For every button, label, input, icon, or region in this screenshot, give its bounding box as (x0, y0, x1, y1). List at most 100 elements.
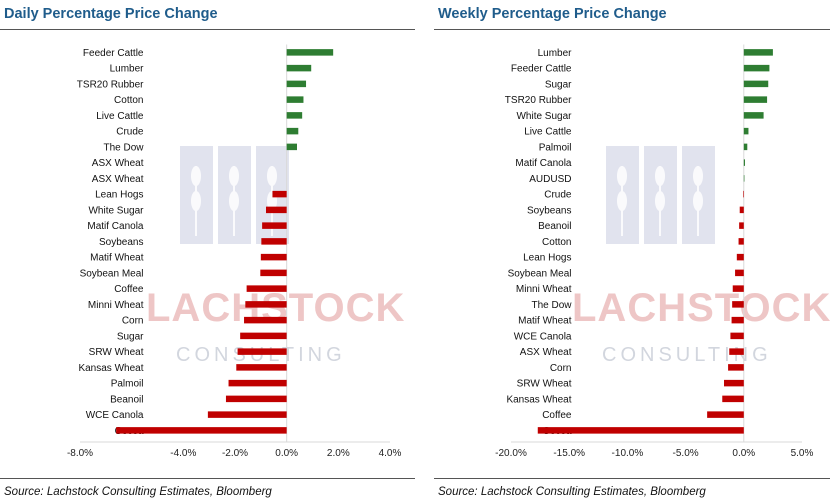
daily-category-label: Kansas Wheat (78, 363, 143, 374)
weekly-bar (743, 49, 773, 56)
weekly-bar (743, 64, 770, 72)
daily-category-label: Lean Hogs (95, 190, 143, 201)
weekly-bar (735, 269, 744, 277)
daily-category-label: Minni Wheat (88, 300, 144, 311)
weekly-bar (732, 301, 744, 308)
weekly-bar (537, 427, 744, 434)
daily-category-label: TSR20 Rubber (77, 79, 144, 90)
weekly-category-label: Sugar (545, 79, 572, 90)
weekly-bar (743, 112, 764, 119)
weekly-bar (707, 411, 744, 418)
daily-category-label: WCE Canola (86, 410, 144, 421)
weekly-category-label: Soybeans (527, 205, 571, 216)
weekly-source-note: Source: Lachstock Consulting Estimates, … (438, 486, 706, 498)
daily-category-label: Sugar (117, 331, 144, 342)
daily-bar (286, 49, 334, 56)
weekly-bar (743, 96, 768, 103)
daily-tick-label: 0.0% (275, 448, 298, 459)
daily-bar (266, 206, 287, 214)
daily-bar (286, 80, 307, 88)
daily-category-label: ASX Wheat (92, 174, 144, 185)
weekly-tick-label: 0.0% (732, 448, 755, 459)
daily-category-label: Matif Canola (87, 221, 144, 232)
weekly-category-label: Palmoil (539, 142, 572, 153)
weekly-category-label: Soybean Meal (508, 268, 572, 279)
daily-tick-label: -8.0% (67, 448, 93, 459)
daily-tick-label: -4.0% (170, 448, 196, 459)
daily-bar (286, 143, 297, 151)
daily-bar (237, 348, 287, 355)
daily-bar (272, 190, 287, 198)
weekly-bar (732, 285, 744, 292)
weekly-bar (738, 238, 744, 245)
daily-category-label: Lumber (110, 64, 145, 75)
weekly-category-label: WCE Canola (514, 331, 572, 342)
daily-bar (246, 285, 287, 292)
weekly-tick-label: -20.0% (495, 448, 527, 459)
weekly-bar (743, 143, 748, 151)
weekly-tick-label: -5.0% (673, 448, 699, 459)
weekly-category-label: Minni Wheat (516, 284, 572, 295)
daily-category-label: Palmoil (111, 379, 144, 390)
weekly-bar (729, 348, 744, 355)
daily-category-label: Cotton (114, 95, 143, 106)
daily-category-label: Coffee (114, 284, 144, 295)
weekly-tick-label: -15.0% (553, 448, 585, 459)
daily-category-label: Beanoil (110, 394, 143, 405)
weekly-bar (743, 175, 745, 182)
daily-chart-title: Daily Percentage Price Change (4, 6, 218, 22)
daily-bar (286, 96, 304, 103)
daily-bar (261, 238, 287, 245)
weekly-bar (743, 127, 749, 135)
daily-source-note: Source: Lachstock Consulting Estimates, … (4, 486, 272, 498)
weekly-category-label: Coffee (542, 410, 572, 421)
weekly-category-label: Cotton (542, 237, 571, 248)
weekly-category-label: The Dow (531, 300, 572, 311)
daily-category-label: Live Cattle (96, 111, 144, 122)
weekly-chart-panel: Weekly Percentage Price Change LACHSTOCK… (434, 0, 830, 502)
weekly-bar (739, 206, 744, 214)
daily-category-label: Feeder Cattle (83, 48, 144, 59)
daily-bar-chart: Feeder Cattle Lumber TSR20 Rubber Cotton Liv… (67, 44, 402, 459)
daily-bar (228, 379, 287, 387)
weekly-bar (730, 332, 744, 340)
weekly-bar (736, 253, 744, 261)
weekly-bar (731, 316, 744, 324)
daily-bar (116, 427, 287, 434)
weekly-category-label: White Sugar (516, 111, 572, 122)
daily-bar (244, 316, 287, 324)
daily-category-label: Matif Wheat (90, 253, 144, 264)
weekly-category-label: Lumber (538, 48, 573, 59)
weekly-category-label: Live Cattle (524, 127, 572, 138)
weekly-category-label: TSR20 Rubber (505, 95, 572, 106)
daily-tick-label: -2.0% (222, 448, 248, 459)
weekly-category-label: Beanoil (538, 221, 571, 232)
daily-bar (207, 411, 287, 418)
daily-category-label: Soybeans (99, 237, 143, 248)
daily-category-label: Soybean Meal (80, 268, 144, 279)
weekly-tick-label: -10.0% (612, 448, 644, 459)
daily-category-label: The Dow (103, 142, 144, 153)
weekly-category-label: Feeder Cattle (511, 64, 572, 75)
weekly-bar (743, 159, 745, 166)
weekly-source-divider (434, 478, 830, 479)
daily-tick-label: 4.0% (379, 448, 402, 459)
weekly-bar (722, 395, 744, 403)
weekly-category-label: AUDUSD (529, 174, 571, 185)
weekly-category-label: ASX Wheat (520, 347, 572, 358)
weekly-bar (743, 80, 769, 88)
daily-source-divider (0, 478, 415, 479)
weekly-chart-title: Weekly Percentage Price Change (438, 6, 667, 22)
weekly-category-label: Matif Wheat (518, 316, 572, 327)
daily-bar (286, 112, 303, 119)
daily-bar (262, 222, 287, 229)
daily-bar (260, 269, 287, 277)
weekly-bar (724, 379, 744, 387)
weekly-category-label: Lean Hogs (523, 253, 571, 264)
weekly-category-label: Kansas Wheat (506, 394, 571, 405)
daily-category-label: Crude (116, 127, 144, 138)
weekly-category-label: SRW Wheat (517, 379, 572, 390)
daily-category-label: SRW Wheat (89, 347, 144, 358)
weekly-category-label: Corn (550, 363, 572, 374)
weekly-tick-label: 5.0% (791, 448, 814, 459)
